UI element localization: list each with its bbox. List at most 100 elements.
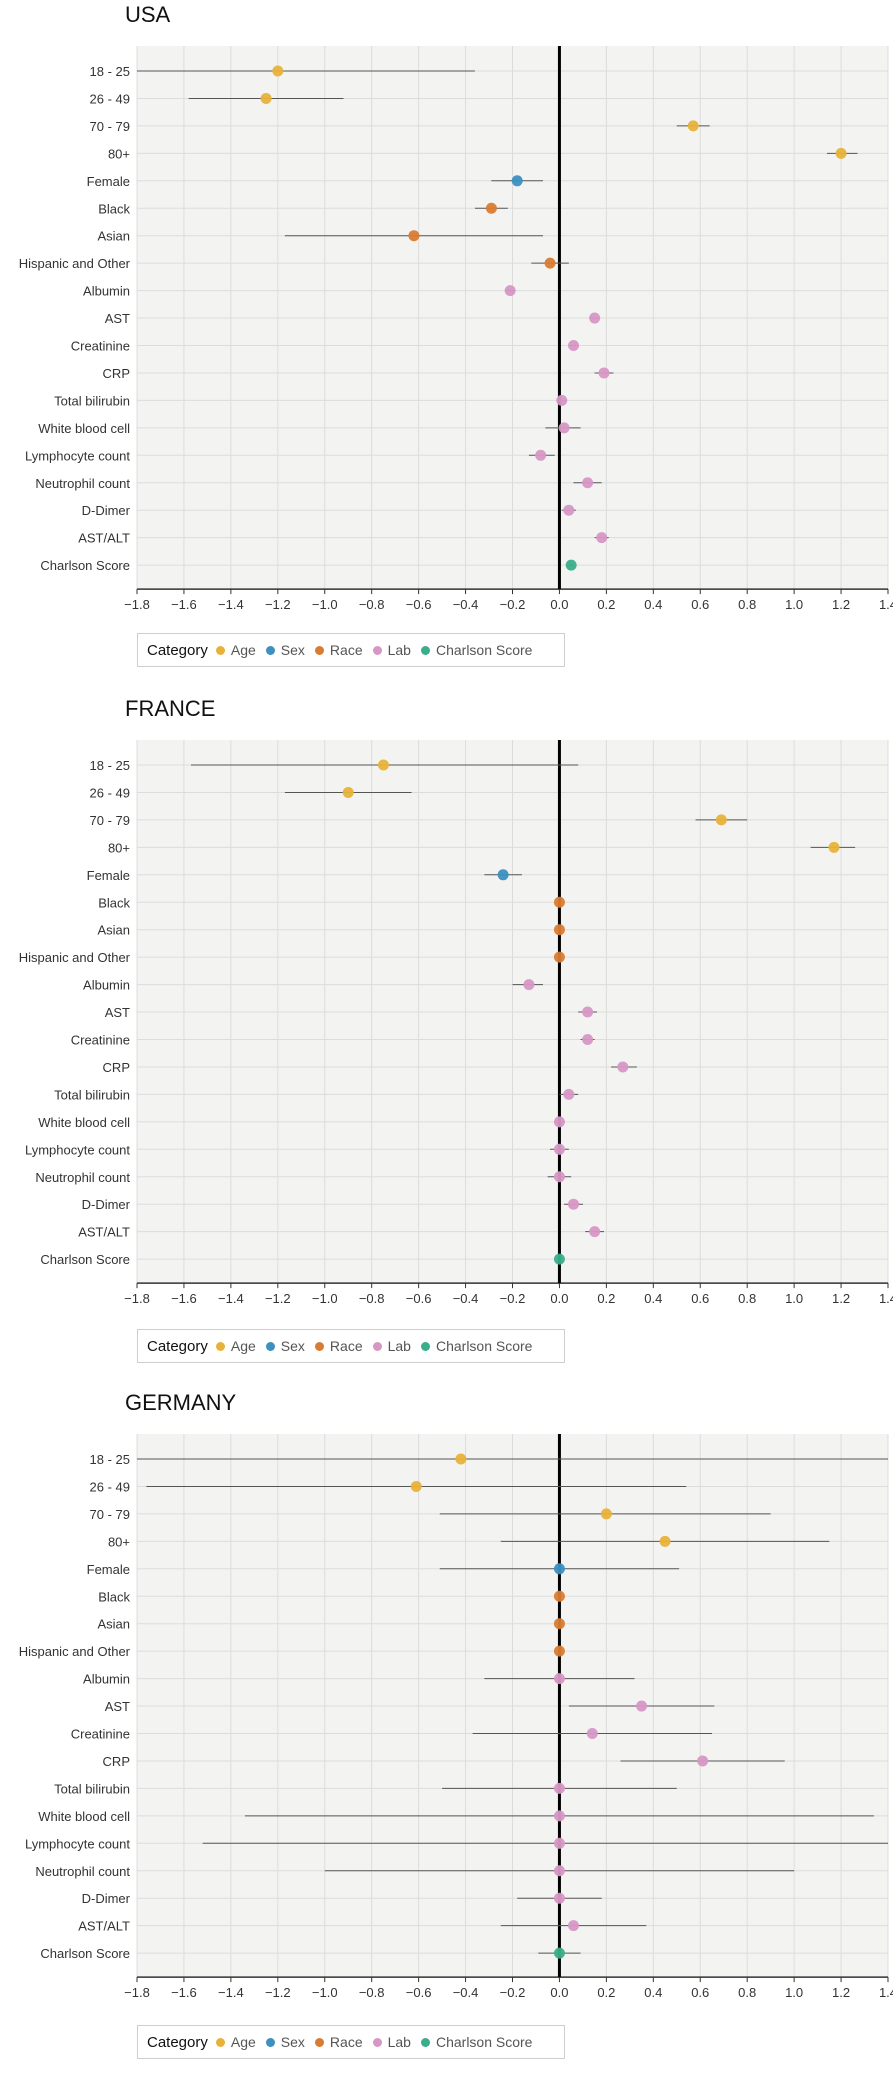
legend-swatch xyxy=(215,645,225,655)
legend-item-race: Race xyxy=(314,1338,363,1354)
legend-label: Age xyxy=(230,642,256,658)
legend-swatch xyxy=(420,2037,430,2047)
x-tick-label: 1.4 xyxy=(879,597,893,612)
legend-label: Lab xyxy=(387,642,411,658)
point-estimate xyxy=(511,175,523,187)
row-label: Black xyxy=(98,1589,130,1604)
x-tick-label: 1.4 xyxy=(879,1985,893,2000)
row-label: White blood cell xyxy=(38,421,130,436)
point-estimate xyxy=(828,841,840,853)
point-estimate xyxy=(553,1673,565,1685)
row-label: White blood cell xyxy=(38,1809,130,1824)
point-estimate xyxy=(568,340,580,351)
x-tick-label: −0.2 xyxy=(500,1985,526,2000)
row-label: Hispanic and Other xyxy=(19,1644,131,1659)
row-label: Charlson Score xyxy=(40,1252,130,1267)
row-label: 70 - 79 xyxy=(90,813,130,828)
row-label: Creatinine xyxy=(71,339,130,354)
row-label: Black xyxy=(98,895,130,910)
x-tick-label: −1.8 xyxy=(124,597,150,612)
x-tick-label: −0.6 xyxy=(406,597,432,612)
row-label: 70 - 79 xyxy=(90,119,130,134)
point-estimate xyxy=(565,559,577,571)
point-estimate xyxy=(617,1061,629,1073)
legend-label: Charlson Score xyxy=(435,2034,533,2050)
point-estimate xyxy=(553,1782,565,1794)
legend-swatch xyxy=(314,645,324,655)
x-tick-label: 1.2 xyxy=(832,1291,850,1306)
x-tick-label: −1.6 xyxy=(171,597,197,612)
point-estimate xyxy=(377,759,389,771)
legend-swatch xyxy=(265,645,275,655)
x-tick-label: 0.0 xyxy=(550,1985,568,2000)
x-tick-label: −1.2 xyxy=(265,1291,291,1306)
x-tick-label: 0.2 xyxy=(597,1291,615,1306)
legend-title: Category xyxy=(147,641,208,659)
row-label: 80+ xyxy=(108,1534,130,1549)
legend-label: Race xyxy=(329,2034,363,2050)
legend-swatch xyxy=(265,2037,275,2047)
legend-item-sex: Sex xyxy=(265,2034,305,2050)
row-label: CRP xyxy=(103,1754,130,1769)
legend-swatch xyxy=(372,1341,382,1351)
x-tick-label: −0.8 xyxy=(359,1291,385,1306)
x-tick-label: −0.4 xyxy=(453,1291,479,1306)
panel-france: FRANCE −1.8 −1.6 −1.4 −1.2 −1.0 −0.8 −0.6 −0.4−… xyxy=(0,694,893,1384)
row-label: Total bilirubin xyxy=(54,1087,130,1102)
point-estimate xyxy=(272,65,284,77)
point-estimate xyxy=(568,1920,580,1932)
point-estimate xyxy=(553,1563,565,1575)
x-tick-label: 0.6 xyxy=(691,597,709,612)
point-estimate xyxy=(563,1088,575,1100)
legend-item-age: Age xyxy=(215,1338,256,1354)
legend-item-race: Race xyxy=(314,2034,363,2050)
x-tick-label: 0.2 xyxy=(597,1985,615,2000)
x-tick-label: 0.8 xyxy=(738,1291,756,1306)
legend-label: Age xyxy=(230,2034,256,2050)
point-estimate xyxy=(497,869,509,881)
point-estimate xyxy=(544,257,556,269)
point-estimate xyxy=(553,896,565,908)
row-label: Female xyxy=(87,868,130,883)
point-estimate xyxy=(659,1535,671,1547)
point-estimate xyxy=(687,120,699,132)
legend-label: Sex xyxy=(280,2034,305,2050)
point-estimate xyxy=(600,1508,612,1520)
panel-usa: USA −1.8 −1.6 −1.4 −1.2 −1.0 −0.8 −0.6 −0.4 −0.2… xyxy=(0,0,893,690)
point-estimate xyxy=(835,147,847,159)
row-label: 80+ xyxy=(108,146,130,161)
row-label: AST/ALT xyxy=(78,1919,130,1934)
row-label: Hispanic and Other xyxy=(19,256,131,271)
x-tick-label: −1.8 xyxy=(124,1291,150,1306)
point-estimate xyxy=(553,1590,565,1602)
row-label: AST xyxy=(105,1005,130,1020)
point-estimate xyxy=(553,924,565,936)
x-tick-label: −1.0 xyxy=(312,597,338,612)
panel-title: FRANCE xyxy=(125,696,216,721)
row-label: CRP xyxy=(103,366,130,381)
row-label: Charlson Score xyxy=(40,558,130,573)
point-estimate xyxy=(553,1810,565,1822)
panel-title: GERMANY xyxy=(125,1390,237,1415)
x-tick-label: −1.6 xyxy=(171,1985,197,2000)
legend-item-sex: Sex xyxy=(265,1338,305,1354)
panel-germany: GERMANY −1.8 −1.6 −1.4 −1.2 −1.0 −0.8 −0.6 −0.4… xyxy=(0,1388,893,2078)
point-estimate xyxy=(715,814,727,826)
point-estimate xyxy=(260,92,272,104)
legend-label: Race xyxy=(329,642,363,658)
x-tick-label: 0.8 xyxy=(738,1985,756,2000)
point-estimate xyxy=(553,1171,565,1183)
row-label: Asian xyxy=(97,1617,130,1632)
point-estimate xyxy=(485,202,497,214)
point-estimate xyxy=(553,1116,565,1128)
row-label: Lymphocyte count xyxy=(25,1836,130,1851)
legend-swatch xyxy=(265,1341,275,1351)
x-tick-label: 0.8 xyxy=(738,597,756,612)
row-label: 26 - 49 xyxy=(90,91,130,106)
legend-item-race: Race xyxy=(314,642,363,658)
row-label: Female xyxy=(87,1562,130,1577)
row-label: Total bilirubin xyxy=(54,393,130,408)
x-tick-label: 0.4 xyxy=(644,1985,662,2000)
panel-title: USA xyxy=(125,2,171,27)
